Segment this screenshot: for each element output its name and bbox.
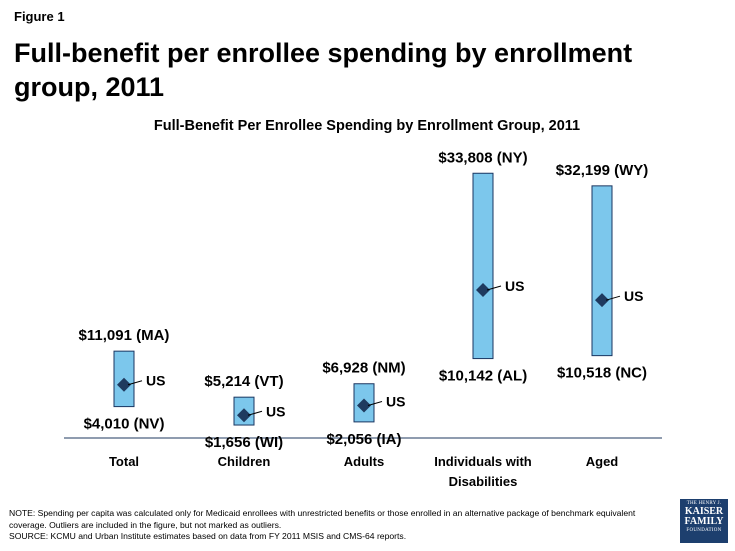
max-label: $11,091 (MA): [79, 327, 170, 344]
page-title: Full-benefit per enrollee spending by en…: [14, 38, 633, 102]
range-bar: [472, 172, 494, 360]
kff-logo: THE HENRY J. KAISER FAMILY FOUNDATION: [680, 499, 728, 543]
us-label: US: [266, 403, 285, 419]
min-label: $10,142 (AL): [439, 368, 527, 385]
us-leader-line: [367, 401, 383, 406]
max-label: $5,214 (VT): [204, 373, 283, 390]
logo-line-4: FOUNDATION: [686, 528, 722, 533]
us-marker: [357, 398, 371, 413]
footnote: NOTE: Spending per capita was calculated…: [9, 508, 649, 543]
logo-line-2: KAISER: [684, 506, 724, 517]
category-label: Individuals with: [434, 454, 532, 469]
max-label: $32,199 (WY): [556, 162, 649, 179]
max-label: $33,808 (NY): [438, 149, 527, 166]
figure-label: Figure 1: [14, 9, 65, 24]
category-label: Adults: [344, 454, 384, 469]
min-label: $10,518 (NC): [557, 365, 647, 382]
source-text: SOURCE: KCMU and Urban Institute estimat…: [9, 531, 407, 541]
us-marker: [117, 377, 131, 392]
category-label: Aged: [586, 454, 619, 469]
min-label: $1,656 (WI): [205, 434, 283, 451]
logo-line-3: FAMILY: [684, 516, 724, 527]
us-label: US: [146, 373, 165, 389]
us-leader-line: [247, 410, 263, 416]
us-marker: [595, 293, 609, 308]
us-label: US: [624, 288, 643, 304]
us-leader-line: [127, 380, 143, 386]
us-label: US: [505, 278, 524, 294]
us-label: US: [386, 394, 405, 410]
category-label: Disabilities: [449, 474, 518, 489]
us-leader-line: [486, 285, 502, 291]
min-label: $2,056 (IA): [326, 431, 401, 448]
range-bar: [591, 185, 613, 357]
logo-line-1: THE HENRY J.: [686, 501, 722, 506]
range-chart: Full-Benefit Per Enrollee Spending by En…: [64, 118, 662, 489]
us-leader-line: [605, 295, 621, 301]
us-marker: [237, 408, 251, 423]
category-label: Children: [218, 454, 271, 469]
chart-title: Full-Benefit Per Enrollee Spending by En…: [154, 118, 580, 134]
note-text: NOTE: Spending per capita was calculated…: [9, 508, 636, 530]
max-label: $6,928 (NM): [322, 360, 405, 377]
category-label: Total: [109, 454, 139, 469]
min-label: $4,010 (NV): [84, 416, 165, 433]
us-marker: [476, 282, 490, 297]
